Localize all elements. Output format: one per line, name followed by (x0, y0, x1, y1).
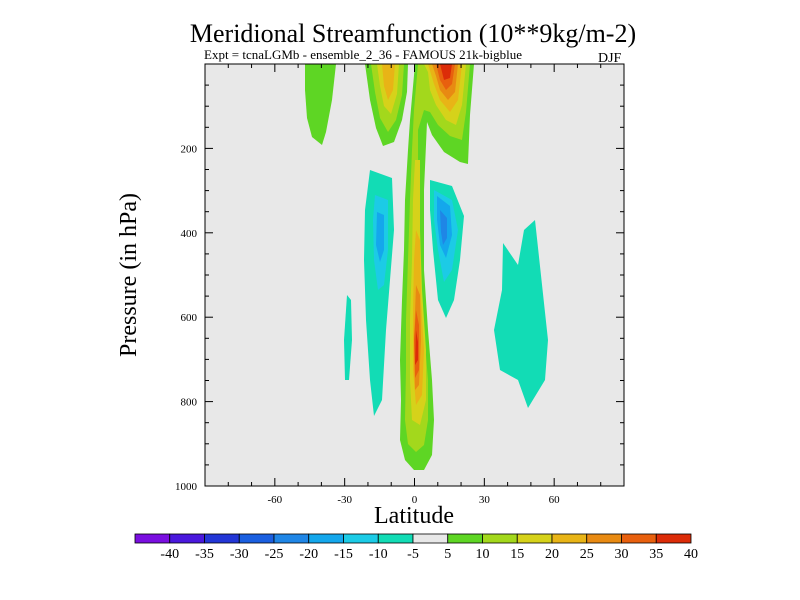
colorbar-label: 25 (580, 547, 594, 562)
colorbar-swatch (273, 533, 310, 544)
contour-neg5-far-left (344, 295, 352, 380)
y-tick-label: 200 (181, 143, 198, 155)
contour-30-central-column (414, 64, 455, 378)
x-tick-label: 0 (412, 494, 418, 506)
y-tick-label: 600 (181, 312, 198, 324)
colorbar-label: -10 (369, 547, 388, 562)
contour-neg5-far-right (494, 220, 548, 408)
colorbar-swatch (586, 533, 622, 544)
colorbar-swatch (482, 533, 518, 544)
colorbar-swatch (308, 533, 344, 544)
colorbar-label: -20 (299, 547, 318, 562)
colorbar-swatch (134, 533, 171, 544)
x-tick-label: 30 (479, 494, 491, 506)
colorbar-swatch (516, 533, 553, 544)
contour-neg15-left (376, 212, 384, 262)
colorbar-swatch (551, 533, 588, 544)
season-label: DJF (598, 51, 622, 66)
y-axis: 200 400 600 800 1000 (175, 84, 624, 493)
colorbar-swatch (343, 533, 379, 544)
colorbar-swatch (655, 533, 692, 544)
colorbar-swatch (204, 533, 240, 544)
colorbar-label: -40 (160, 547, 179, 562)
colorbar-swatch (621, 533, 657, 544)
contour-15-central-column (410, 64, 466, 425)
colorbar-swatch (412, 533, 449, 544)
colorbar-label: 10 (476, 547, 490, 562)
y-tick-label: 800 (181, 397, 198, 409)
y-tick-label: 1000 (175, 481, 198, 493)
colorbar-label: 35 (649, 547, 663, 562)
colorbar-swatch (377, 533, 414, 544)
colorbar-label: 5 (444, 547, 451, 562)
colorbar: -40 -35 -30 -25 -20 -15 -10 -5 5 10 15 20 25 30 35 40 (134, 533, 698, 562)
colorbar-label: -25 (265, 547, 284, 562)
contour-5-upper-left (305, 64, 336, 145)
contour-neg20-right (440, 210, 447, 245)
colorbar-label: -35 (195, 547, 214, 562)
colorbar-label: 40 (684, 547, 698, 562)
x-axis: -60 -30 0 30 60 (227, 64, 602, 506)
colorbar-swatch (169, 533, 205, 544)
x-tick-label: 60 (549, 494, 561, 506)
colorbar-label: 20 (545, 547, 559, 562)
y-axis-label: Pressure (in hPa) (116, 193, 142, 357)
x-tick-label: -60 (267, 494, 282, 506)
colorbar-label: -15 (334, 547, 353, 562)
x-axis-label: Latitude (374, 503, 454, 529)
colorbar-label: -30 (230, 547, 249, 562)
colorbar-label: 30 (615, 547, 629, 562)
contour-layer (305, 64, 548, 470)
colorbar-label: -5 (407, 547, 419, 562)
y-tick-label: 400 (181, 228, 198, 240)
chart-title: Meridional Streamfunction (10**9kg/m-2) (190, 19, 636, 48)
colorbar-label: 15 (510, 547, 524, 562)
colorbar-swatch (238, 533, 275, 544)
x-tick-label: -30 (337, 494, 352, 506)
contour-20-upper-center-left (382, 64, 395, 100)
chart-subtitle: Expt = tcnaLGMb - ensemble_2_36 - FAMOUS… (204, 47, 522, 62)
colorbar-swatch (447, 533, 483, 544)
